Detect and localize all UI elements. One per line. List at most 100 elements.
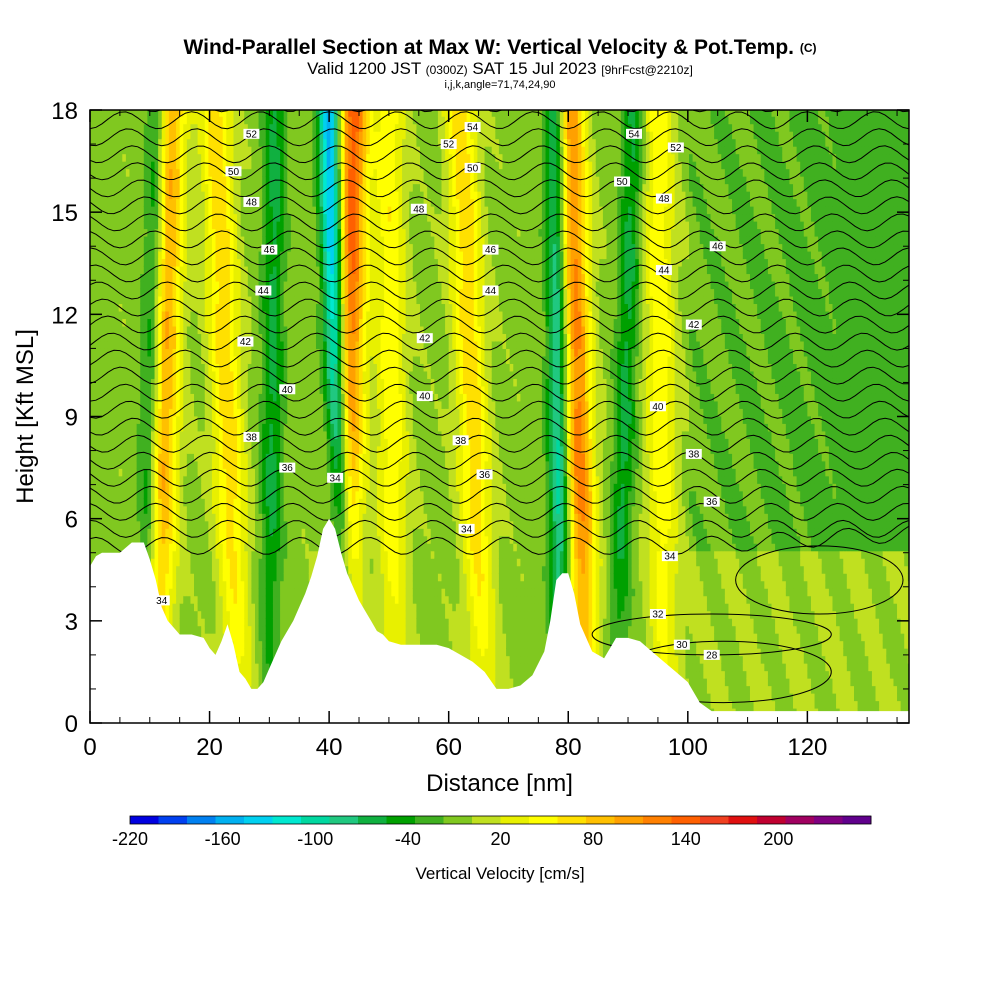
velocity-cell (201, 603, 205, 611)
velocity-cell (284, 603, 288, 611)
velocity-cell (298, 543, 302, 551)
velocity-cell (119, 251, 123, 259)
velocity-cell (284, 258, 288, 266)
velocity-cell (112, 214, 116, 222)
velocity-cell (259, 393, 263, 401)
velocity-cell (165, 176, 169, 184)
velocity-cell (162, 311, 166, 319)
velocity-cell (233, 303, 237, 311)
velocity-cell (302, 131, 306, 139)
velocity-cell (144, 206, 148, 214)
velocity-cell (165, 154, 169, 162)
velocity-cell (165, 446, 169, 454)
velocity-cell (262, 663, 266, 671)
velocity-cell (144, 221, 148, 229)
velocity-cell (262, 521, 266, 529)
velocity-cell (169, 288, 173, 296)
velocity-cell (173, 378, 177, 386)
velocity-cell (277, 221, 281, 229)
velocity-cell (280, 558, 284, 566)
velocity-cell (262, 266, 266, 274)
velocity-cell (294, 206, 298, 214)
velocity-cell (183, 296, 187, 304)
velocity-cell (244, 303, 248, 311)
velocity-cell (226, 551, 230, 559)
velocity-cell (190, 356, 194, 364)
velocity-cell (155, 221, 159, 229)
velocity-cell (183, 116, 187, 124)
velocity-cell (219, 558, 223, 566)
velocity-cell (216, 281, 220, 289)
velocity-cell (280, 491, 284, 499)
velocity-cell (241, 566, 245, 574)
velocity-cell (251, 453, 255, 461)
velocity-cell (201, 169, 205, 177)
velocity-cell (115, 453, 119, 461)
velocity-cell (237, 588, 241, 596)
velocity-cell (241, 423, 245, 431)
velocity-cell (244, 356, 248, 364)
velocity-cell (187, 199, 191, 207)
velocity-cell (280, 551, 284, 559)
velocity-cell (198, 266, 202, 274)
velocity-cell (119, 453, 123, 461)
velocity-cell (216, 633, 220, 641)
velocity-cell (277, 431, 281, 439)
velocity-cell (140, 408, 144, 416)
velocity-cell (255, 618, 259, 626)
velocity-cell (158, 221, 162, 229)
velocity-cell (226, 191, 230, 199)
velocity-cell (198, 446, 202, 454)
velocity-cell (255, 588, 259, 596)
velocity-cell (230, 543, 234, 551)
velocity-cell (183, 626, 187, 634)
velocity-cell (165, 483, 169, 491)
velocity-cell (169, 573, 173, 581)
velocity-cell (183, 491, 187, 499)
velocity-cell (219, 528, 223, 536)
velocity-cell (122, 506, 126, 514)
velocity-cell (190, 326, 194, 334)
velocity-cell (101, 169, 105, 177)
velocity-cell (112, 348, 116, 356)
velocity-cell (126, 318, 130, 326)
velocity-cell (190, 483, 194, 491)
velocity-cell (216, 169, 220, 177)
velocity-cell (194, 566, 198, 574)
velocity-cell (104, 258, 108, 266)
velocity-cell (294, 573, 298, 581)
velocity-cell (119, 139, 123, 147)
velocity-cell (158, 491, 162, 499)
velocity-cell (122, 139, 126, 147)
velocity-cell (198, 184, 202, 192)
velocity-cell (244, 618, 248, 626)
velocity-cell (198, 416, 202, 424)
velocity-cell (147, 431, 151, 439)
velocity-cell (147, 281, 151, 289)
velocity-cell (205, 229, 209, 237)
velocity-cell (205, 453, 209, 461)
velocity-cell (162, 386, 166, 394)
velocity-cell (294, 596, 298, 604)
velocity-cell (187, 176, 191, 184)
velocity-cell (226, 311, 230, 319)
velocity-cell (158, 371, 162, 379)
velocity-cell (266, 146, 270, 154)
velocity-cell (226, 266, 230, 274)
velocity-cell (187, 236, 191, 244)
velocity-cell (180, 348, 184, 356)
velocity-cell (266, 596, 270, 604)
velocity-cell (155, 124, 159, 132)
velocity-cell (244, 221, 248, 229)
velocity-cell (280, 453, 284, 461)
velocity-cell (194, 521, 198, 529)
velocity-cell (101, 453, 105, 461)
velocity-cell (133, 281, 137, 289)
velocity-cell (201, 558, 205, 566)
velocity-cell (137, 169, 141, 177)
velocity-cell (104, 438, 108, 446)
velocity-cell (241, 528, 245, 536)
velocity-cell (212, 558, 216, 566)
velocity-cell (208, 199, 212, 207)
velocity-cell (223, 401, 227, 409)
